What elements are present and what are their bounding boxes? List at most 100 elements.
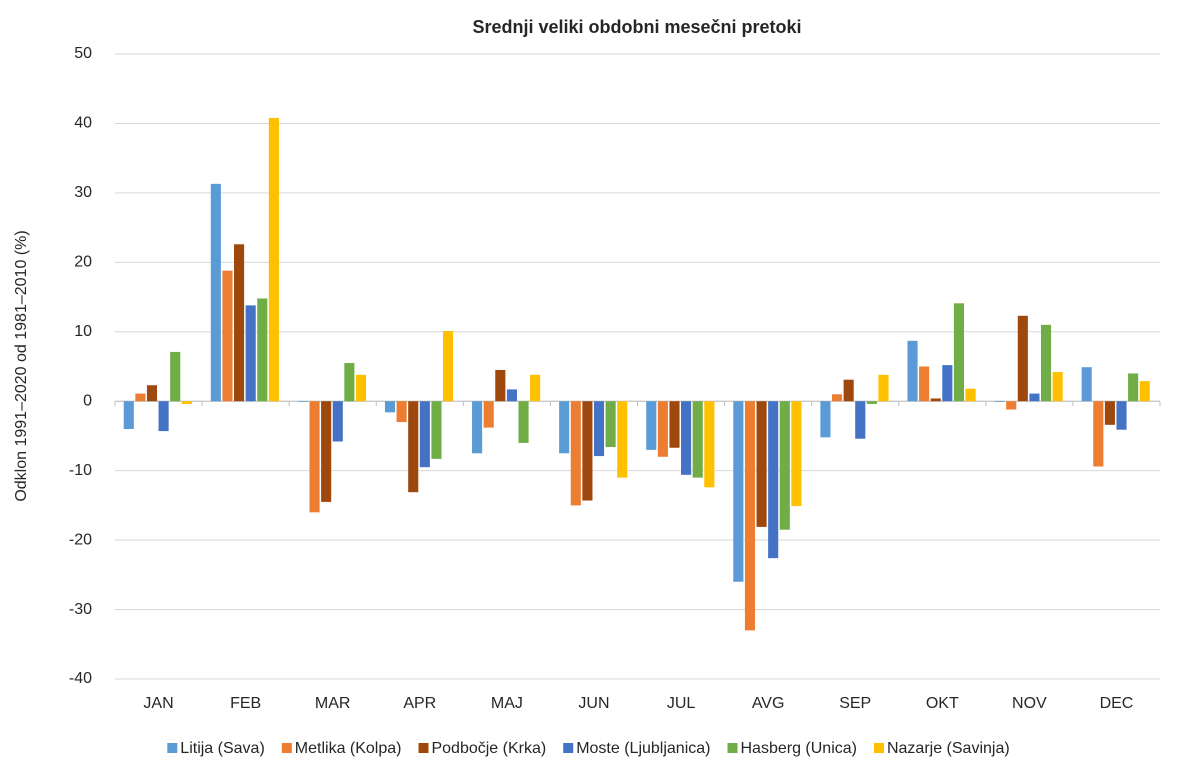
bar <box>181 401 192 404</box>
bar <box>965 388 976 402</box>
chart-title: Srednji veliki obdobni mesečni pretoki <box>472 17 801 37</box>
legend-label: Hasberg (Unica) <box>740 740 856 757</box>
bar <box>419 401 430 468</box>
y-tick-label: 20 <box>74 254 92 271</box>
bar <box>744 401 756 631</box>
bar <box>443 331 454 402</box>
y-tick-label: -30 <box>69 601 92 618</box>
bar <box>123 401 134 429</box>
bar <box>593 401 605 457</box>
bar <box>396 401 407 423</box>
bar <box>297 401 308 402</box>
x-tick-label: JUL <box>667 695 696 712</box>
bar <box>942 365 953 402</box>
bar <box>506 389 517 402</box>
y-tick-label: 50 <box>74 45 92 62</box>
legend-swatch <box>167 743 178 753</box>
bar <box>646 401 657 450</box>
bar <box>408 401 419 493</box>
bar <box>733 401 744 582</box>
bar <box>268 117 279 402</box>
x-tick-label: NOV <box>1012 695 1047 712</box>
y-axis-title: Odklon 1991–2020 od 1981–2010 (%) <box>13 230 30 501</box>
bar <box>344 363 355 402</box>
bar <box>170 351 181 402</box>
x-tick-label: OKT <box>926 695 959 712</box>
legend-label: Moste (Ljubljanica) <box>576 740 710 757</box>
bar <box>1093 401 1104 467</box>
bar <box>472 401 483 454</box>
bar <box>245 305 256 402</box>
bar <box>530 374 541 402</box>
bar <box>431 401 442 459</box>
bar <box>1081 367 1092 402</box>
bar <box>582 401 593 501</box>
bar <box>257 298 268 402</box>
y-tick-label: -40 <box>69 670 92 687</box>
x-tick-label: APR <box>403 695 436 712</box>
bar <box>483 401 494 428</box>
bar <box>222 270 233 402</box>
legend-swatch <box>281 743 292 753</box>
bar <box>309 401 320 513</box>
bar <box>1128 373 1139 402</box>
legend-label: Podbočje (Krka) <box>431 740 546 757</box>
bar <box>953 303 965 402</box>
bar <box>1029 393 1040 402</box>
legend-swatch <box>418 743 429 753</box>
bar <box>158 401 169 432</box>
bar <box>1052 372 1063 402</box>
x-tick-label: SEP <box>839 695 871 712</box>
bar <box>669 401 680 448</box>
bar <box>930 398 941 402</box>
bar <box>1104 401 1115 425</box>
bar <box>756 401 767 527</box>
bar <box>384 401 396 413</box>
x-tick-label: DEC <box>1100 695 1134 712</box>
bar <box>866 401 877 404</box>
bar <box>843 379 854 402</box>
bar <box>617 401 628 478</box>
bar <box>820 401 831 438</box>
x-tick-label: JUN <box>578 695 609 712</box>
x-tick-label: AVG <box>752 695 785 712</box>
bar <box>135 393 146 402</box>
bar <box>332 401 343 442</box>
bar <box>210 183 221 402</box>
legend-swatch <box>563 743 574 753</box>
bar <box>855 401 866 439</box>
y-tick-label: -10 <box>69 462 92 479</box>
bar <box>1040 324 1052 402</box>
bar <box>1006 401 1017 410</box>
bar <box>1116 401 1127 430</box>
bar <box>681 401 692 475</box>
legend-label: Metlika (Kolpa) <box>295 740 402 757</box>
y-tick-label: 10 <box>74 323 92 340</box>
x-tick-label: MAR <box>315 695 351 712</box>
x-tick-label: JAN <box>143 695 173 712</box>
bar <box>1017 315 1028 402</box>
bar <box>570 401 581 506</box>
legend-swatch <box>727 743 738 753</box>
bar <box>791 401 802 507</box>
legend-swatch <box>873 743 884 753</box>
legend-label: Nazarje (Savinja) <box>887 740 1010 757</box>
bar <box>605 401 616 448</box>
x-tick-label: FEB <box>230 695 261 712</box>
bar <box>495 369 506 402</box>
y-tick-label: 30 <box>74 184 92 201</box>
bar <box>878 374 889 402</box>
y-tick-label: 40 <box>74 115 92 132</box>
bar <box>907 340 918 402</box>
bar <box>768 401 779 559</box>
legend-label: Litija (Sava) <box>180 740 264 757</box>
bar <box>779 401 790 530</box>
bar <box>831 394 843 402</box>
bar <box>1139 381 1150 402</box>
bar <box>355 374 367 402</box>
y-tick-label: -20 <box>69 531 92 548</box>
bar <box>321 401 332 502</box>
bar <box>994 401 1005 402</box>
